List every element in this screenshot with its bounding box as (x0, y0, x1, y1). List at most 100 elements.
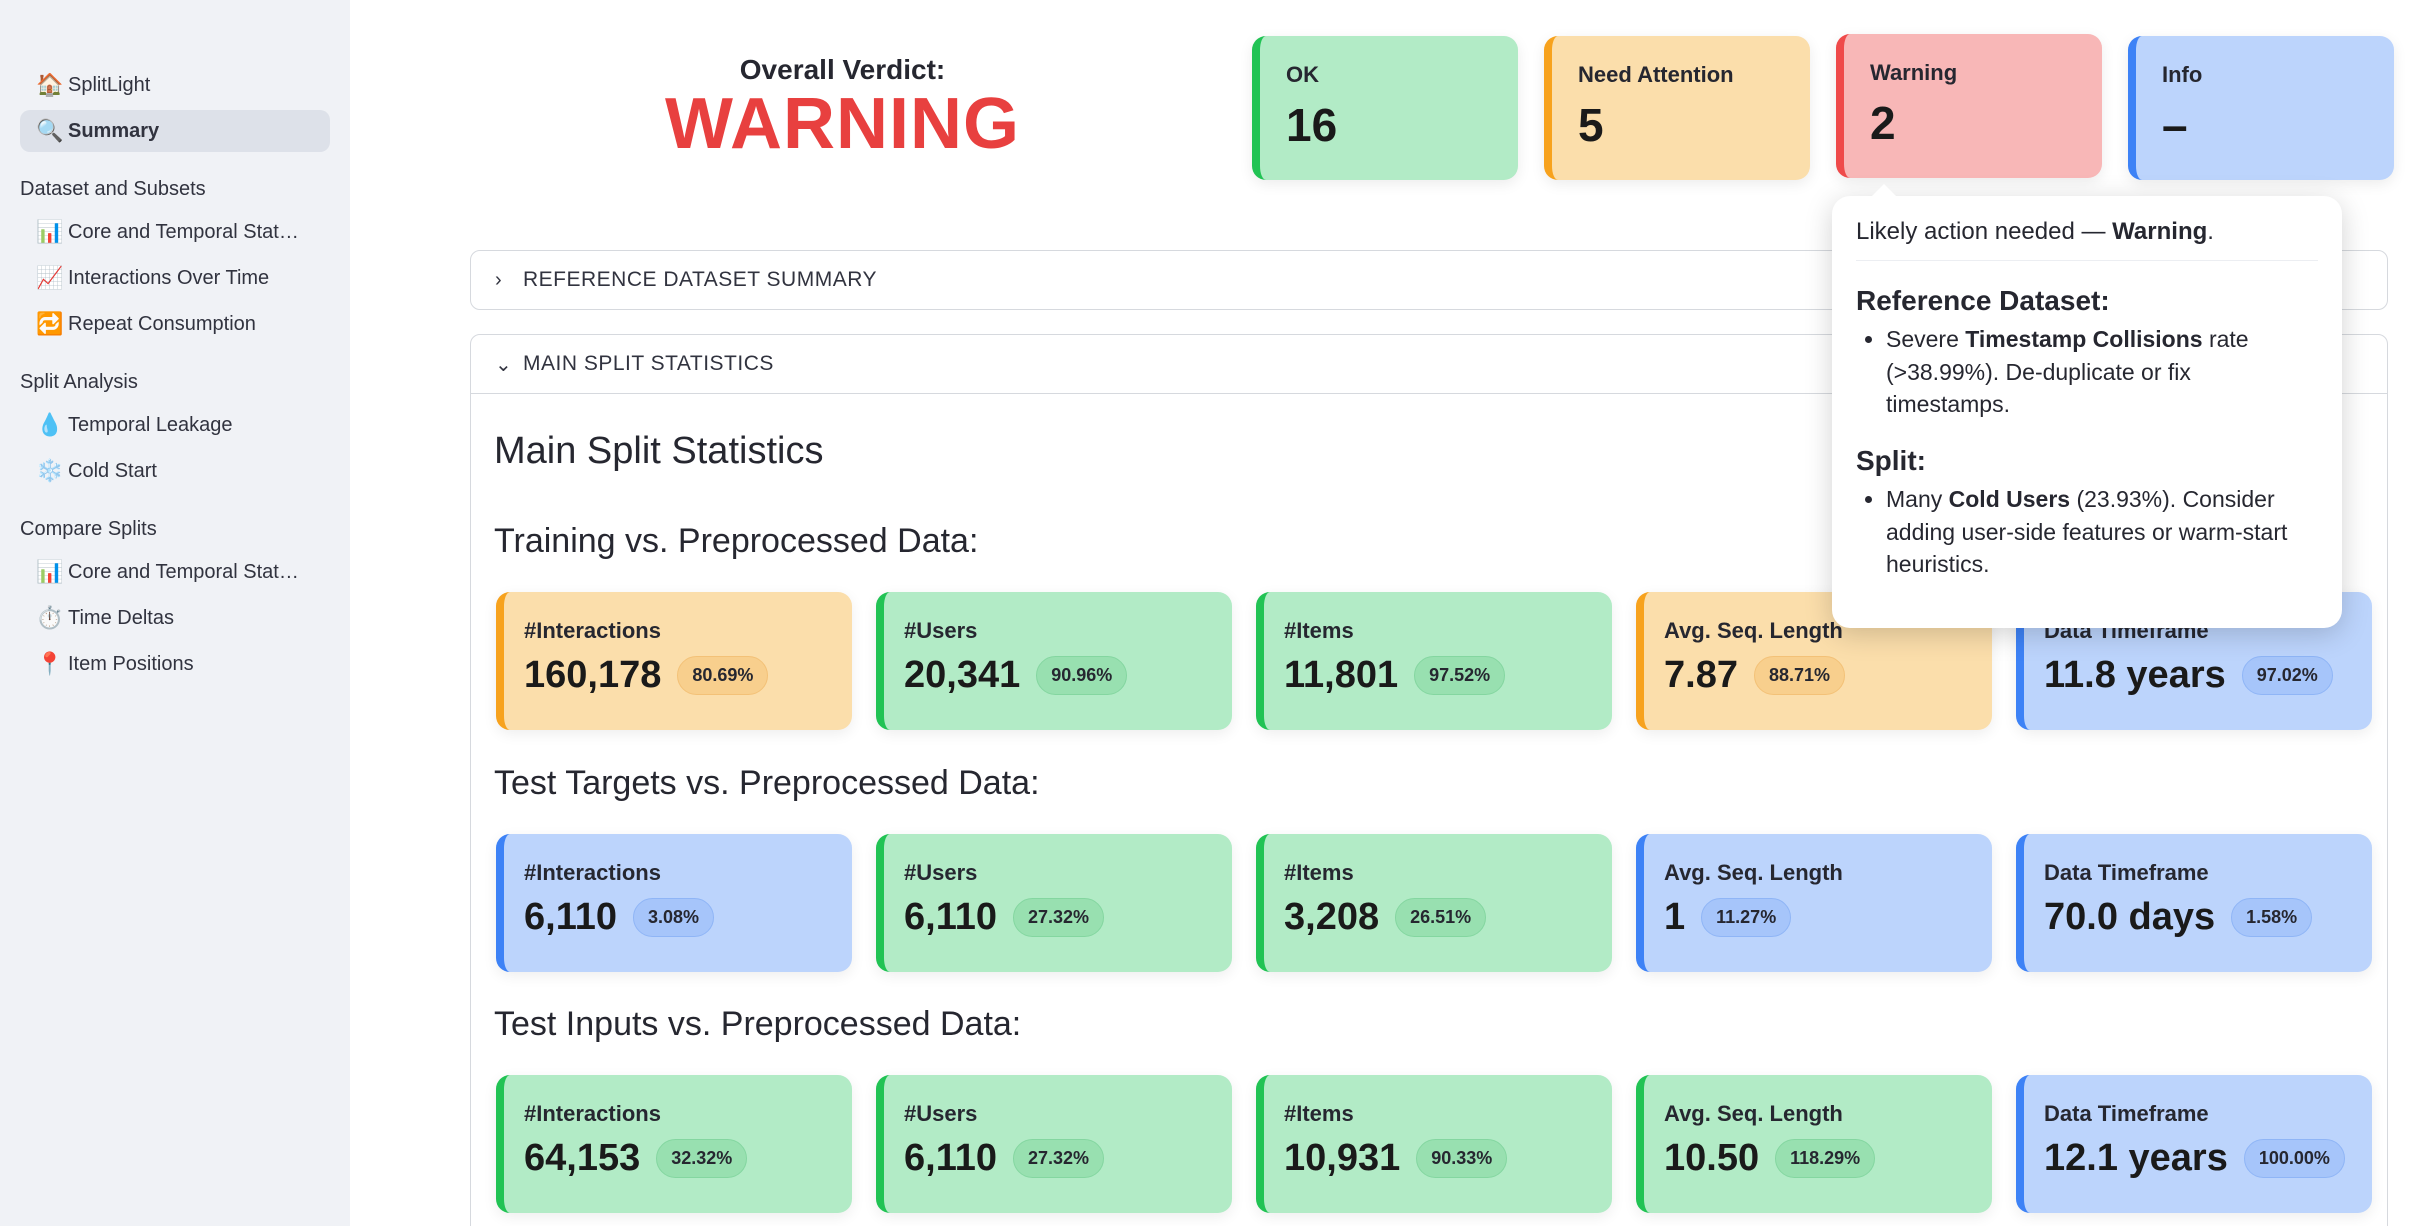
metric-value: 10,931 (1284, 1137, 1401, 1179)
group-title-test-inputs: Test Inputs vs. Preprocessed Data: (494, 1005, 1022, 1043)
nav-label: Core and Temporal Stat… (68, 560, 299, 583)
status-card-value: – (2162, 99, 2188, 151)
verdict-value: WARNING (665, 84, 1020, 164)
status-card-info[interactable]: Info – (2128, 36, 2394, 180)
section-compare-splits: Compare Splits (20, 518, 157, 540)
nav-label: Interactions Over Time (68, 266, 270, 289)
nav-cold-start[interactable]: ❄️ Cold Start (20, 450, 330, 492)
metric-label: #Items (1284, 618, 1354, 643)
tooltip-reference-head: Reference Dataset: (1856, 285, 2110, 316)
metric-card: Avg. Seq. Length 10.50 118.29% (1636, 1075, 1992, 1213)
metric-value: 11,801 (1284, 654, 1399, 696)
metric-label: #Interactions (524, 618, 661, 643)
expander-label: MAIN SPLIT STATISTICS (523, 352, 774, 375)
metric-percent-badge: 80.69% (677, 656, 769, 695)
nav-core-temporal-stats[interactable]: 📊 Core and Temporal Stat… (20, 211, 330, 253)
main-expander-header[interactable]: ⌄ MAIN SPLIT STATISTICS (471, 335, 2387, 393)
nav-summary[interactable]: 🔍 Summary (20, 110, 330, 152)
metric-row: 7.87 88.71% (1664, 654, 1992, 697)
metric-percent-badge: 88.71% (1753, 656, 1846, 695)
nav-label: Core and Temporal Stat… (68, 220, 299, 243)
metric-row: 10,931 90.33% (1284, 1137, 1612, 1180)
expander-label: REFERENCE DATASET SUMMARY (523, 268, 877, 291)
bar-chart-icon: 📊 (36, 219, 64, 244)
metric-row: 64,153 32.32% (524, 1137, 852, 1180)
metric-value: 20,341 (904, 654, 1021, 696)
metric-value: 6,110 (524, 896, 617, 938)
bar-chart-icon: 📊 (36, 559, 64, 584)
group-title-test-targets: Test Targets vs. Preprocessed Data: (494, 764, 1040, 802)
repeat-icon: 🔁 (36, 311, 64, 336)
metric-label: #Users (904, 618, 978, 643)
metric-row: 6,110 27.32% (904, 896, 1232, 939)
reference-expander-header[interactable]: › REFERENCE DATASET SUMMARY (471, 251, 2387, 309)
nav-label: Repeat Consumption (68, 312, 256, 335)
status-card-value: 2 (1870, 97, 1896, 149)
status-card-label: OK (1286, 62, 1319, 87)
metric-card: #Interactions 6,110 3.08% (496, 834, 852, 972)
metric-label: Data Timeframe (2044, 860, 2209, 885)
metric-card: Avg. Seq. Length 7.87 88.71% (1636, 592, 1992, 730)
nav-repeat-consumption[interactable]: 🔁 Repeat Consumption (20, 303, 330, 345)
section-split-analysis: Split Analysis (20, 371, 138, 393)
tooltip-split-head: Split: (1856, 444, 1926, 476)
metric-value: 6,110 (904, 1137, 997, 1179)
metric-percent-badge: 100.00% (2243, 1139, 2345, 1178)
group-title-training: Training vs. Preprocessed Data: (494, 522, 979, 560)
metric-card: #Users 20,341 90.96% (876, 592, 1232, 730)
metric-percent-badge: 32.32% (656, 1139, 748, 1178)
metric-value: 70.0 days (2044, 896, 2216, 938)
metric-label: Avg. Seq. Length (1664, 618, 1843, 643)
metric-label: #Interactions (524, 1101, 661, 1126)
metric-row: 70.0 days 1.58% (2044, 896, 2372, 939)
metric-card: #Users 6,110 27.32% (876, 1075, 1232, 1213)
magnifier-icon: 🔍 (36, 118, 64, 143)
metric-row: 160,178 80.69% (524, 654, 852, 697)
status-card-ok[interactable]: OK 16 (1252, 36, 1518, 180)
status-card-warning[interactable]: Warning 2 (1836, 34, 2102, 178)
metric-row: 1 11.27% (1664, 896, 1992, 939)
verdict-label: Overall Verdict: (739, 54, 946, 85)
pushpin-icon: 📍 (36, 651, 64, 676)
metric-card: #Interactions 160,178 80.69% (496, 592, 852, 730)
metric-value: 7.87 (1664, 654, 1738, 696)
metric-label: #Items (1284, 860, 1354, 885)
nav-label: Item Positions (68, 652, 194, 675)
metric-row: 6,110 3.08% (524, 896, 852, 939)
metric-label: #Interactions (524, 860, 661, 885)
nav-time-deltas[interactable]: ⏱️ Time Deltas (20, 597, 330, 639)
metric-row: 11.8 years 97.02% (2044, 654, 2372, 697)
tooltip-reference-item: Severe Timestamp Collisions rate (>38.99… (1886, 323, 2318, 421)
status-card-value: 5 (1578, 99, 1604, 151)
metric-card: #Interactions 64,153 32.32% (496, 1075, 852, 1213)
status-card-value: 16 (1286, 99, 1338, 151)
metric-row: 3,208 26.51% (1284, 896, 1612, 939)
nav-label: Cold Start (68, 459, 157, 482)
metric-label: #Items (1284, 1101, 1354, 1126)
stopwatch-icon: ⏱️ (36, 605, 64, 630)
nav-label: Summary (68, 119, 160, 142)
status-card-need-attention[interactable]: Need Attention 5 (1544, 36, 1810, 180)
status-card-label: Info (2162, 62, 2203, 87)
status-card-label: Warning (1870, 60, 1958, 85)
metric-value: 3,208 (1284, 896, 1380, 938)
metric-percent-badge: 27.32% (1013, 898, 1105, 937)
metric-value: 64,153 (524, 1137, 641, 1179)
nav-interactions-over-time[interactable]: 📈 Interactions Over Time (20, 257, 330, 299)
metric-value: 11.8 years (2044, 654, 2226, 696)
metric-value: 6,110 (904, 896, 997, 938)
nav-label: SplitLight (68, 73, 151, 96)
nav-temporal-leakage[interactable]: 💧 Temporal Leakage (20, 404, 330, 446)
metric-value: 1 (1664, 896, 1686, 938)
metric-percent-badge: 11.27% (1701, 898, 1792, 937)
nav-label: Time Deltas (68, 606, 174, 629)
metric-row: 11,801 97.52% (1284, 654, 1612, 697)
nav-item-positions[interactable]: 📍 Item Positions (20, 643, 330, 685)
nav-compare-core-temporal-stats[interactable]: 📊 Core and Temporal Stat… (20, 551, 330, 593)
tooltip-intro: Likely action needed — Warning. (1856, 218, 2318, 261)
metric-percent-badge: 3.08% (633, 898, 715, 937)
droplet-icon: 💧 (36, 412, 64, 437)
house-icon: 🏠 (36, 72, 64, 97)
nav-splitlight[interactable]: 🏠 SplitLight (20, 64, 330, 106)
metric-percent-badge: 90.96% (1036, 656, 1128, 695)
